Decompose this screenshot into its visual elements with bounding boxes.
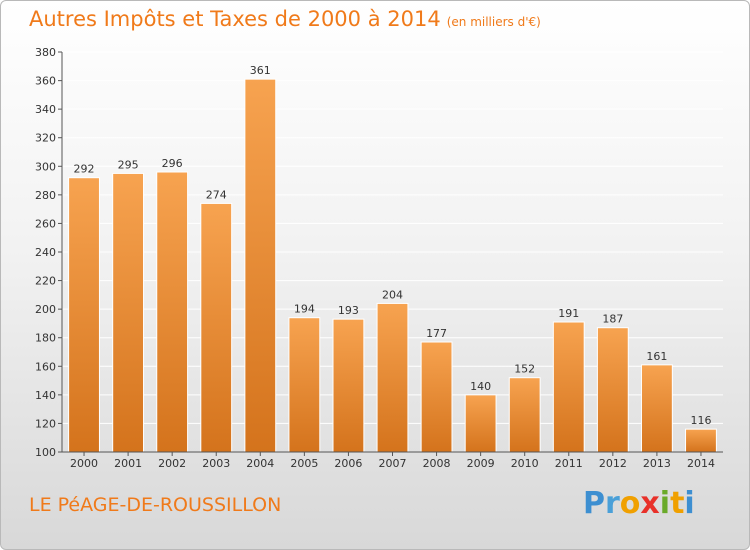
x-tick-label: 2003	[202, 457, 230, 470]
y-tick-label: 280	[35, 189, 56, 202]
bar	[596, 327, 629, 453]
logo-letter: t	[670, 486, 685, 521]
y-tick-label: 220	[35, 275, 56, 288]
bar	[68, 177, 100, 453]
x-tick-label: 2014	[687, 457, 715, 470]
x-tick-label: 2000	[70, 457, 98, 470]
logo-letter: o	[619, 486, 641, 521]
y-tick-label: 160	[35, 360, 56, 373]
bar-layer	[68, 78, 717, 453]
bar-value-label: 193	[338, 304, 359, 317]
bar	[288, 317, 321, 453]
label-layer: 292 295 296 274 361 194 193 204 177 140 152 191 187 1…	[74, 64, 712, 427]
y-tick-label: 320	[35, 132, 56, 145]
logo-letter: i	[684, 486, 695, 521]
bar-value-label: 116	[690, 414, 711, 427]
y-tick-label: 340	[35, 103, 56, 116]
x-tick-label: 2013	[643, 457, 671, 470]
y-tick-label: 120	[35, 417, 56, 430]
bar-value-label: 140	[470, 380, 491, 393]
bar-value-label: 187	[602, 313, 623, 326]
bar-value-label: 361	[250, 64, 271, 77]
bar-value-label: 194	[294, 303, 315, 316]
y-tick-label: 360	[35, 75, 56, 88]
x-tick-label: 2004	[246, 457, 274, 470]
logo-letter: i	[659, 486, 671, 521]
bar	[420, 341, 453, 453]
bar-value-label: 152	[514, 363, 535, 376]
bar	[200, 202, 233, 453]
bar-value-label: 177	[426, 327, 447, 340]
bar-value-label: 292	[74, 163, 95, 176]
bar	[640, 364, 673, 453]
x-tick-label: 2012	[599, 457, 627, 470]
logo-letter: x	[640, 486, 660, 521]
y-tick-label: 300	[35, 160, 56, 173]
x-tick-label: 2008	[423, 457, 451, 470]
bar	[244, 78, 277, 453]
bar	[464, 394, 497, 453]
x-tick-label: 2001	[114, 457, 142, 470]
logo-letter: r	[605, 486, 620, 521]
y-tick-label: 380	[35, 46, 56, 59]
bar-value-label: 191	[558, 307, 579, 320]
bar	[685, 428, 717, 453]
chart-title: Autres Impôts et Taxes de 2000 à 2014 (en…	[29, 7, 541, 31]
y-tick-label: 140	[35, 389, 56, 402]
logo-letter: P	[583, 486, 605, 521]
x-tick-label: 2006	[334, 457, 362, 470]
x-tick-label: 2011	[555, 457, 583, 470]
x-tick-label: 2010	[511, 457, 539, 470]
y-tick-label: 180	[35, 332, 56, 345]
bar	[112, 172, 145, 453]
chart-title-main: Autres Impôts et Taxes de 2000 à 2014	[29, 7, 441, 31]
bar	[376, 302, 409, 453]
chart-title-unit: (en milliers d'€)	[446, 15, 541, 29]
bar-value-label: 295	[118, 158, 139, 171]
bar	[552, 321, 585, 453]
bar	[156, 171, 189, 453]
bar	[508, 377, 541, 453]
x-tick-label: 2005	[290, 457, 318, 470]
y-tick-label: 100	[35, 446, 56, 459]
x-tick-label: 2007	[379, 457, 407, 470]
proxiti-logo: Proxiti	[583, 486, 695, 521]
commune-name: LE PéAGE-DE-ROUSSILLON	[29, 494, 282, 516]
x-tick-label: 2002	[158, 457, 186, 470]
y-tick-label: 260	[35, 217, 56, 230]
y-tick-label: 200	[35, 303, 56, 316]
y-tick-label: 240	[35, 246, 56, 259]
bar-value-label: 204	[382, 288, 403, 301]
axis-layer: 100 120 140 160 180 200 220 240 260 280 300 320 340 3…	[35, 46, 723, 470]
bar	[332, 318, 365, 453]
x-tick-label: 2009	[467, 457, 495, 470]
bar-value-label: 161	[646, 350, 667, 363]
bar-value-label: 274	[206, 188, 227, 201]
bar-value-label: 296	[162, 157, 183, 170]
